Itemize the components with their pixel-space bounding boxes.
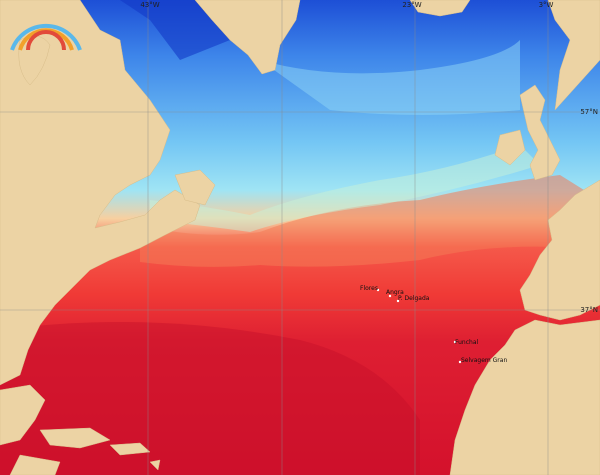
place-dot [376, 288, 380, 292]
logo [10, 23, 82, 51]
logo-arc [26, 30, 66, 51]
longitude-label: 3°W [539, 1, 554, 9]
africa [449, 319, 600, 475]
newfoundland [174, 169, 216, 206]
iceland [409, 0, 471, 17]
longitude-label: 23°W [402, 1, 421, 9]
place-label: Flores [360, 285, 378, 292]
caribbean [0, 384, 161, 475]
place-dot [458, 360, 462, 364]
great-britain [519, 84, 561, 181]
place-label: Funchal [455, 339, 479, 346]
ireland [494, 129, 526, 166]
place-label: Selvagem Gran [461, 357, 507, 364]
place-dot [388, 294, 392, 298]
place-label: P. Delgada [398, 295, 430, 302]
logo-arc [10, 23, 82, 51]
place-dot [453, 340, 457, 344]
mid-water [260, 40, 520, 115]
iberia-france [519, 179, 600, 321]
place-label: Angra [386, 289, 404, 296]
front [140, 175, 600, 267]
front-cool [150, 145, 540, 232]
north-america [0, 0, 201, 386]
scandinavia [547, 0, 600, 111]
cold-water [0, 0, 250, 60]
latitude-label: 37°N [580, 306, 598, 314]
place-dot [396, 299, 400, 303]
greenland [194, 0, 301, 75]
latitude-label: 57°N [580, 108, 598, 116]
longitude-label: 43°W [140, 1, 159, 9]
